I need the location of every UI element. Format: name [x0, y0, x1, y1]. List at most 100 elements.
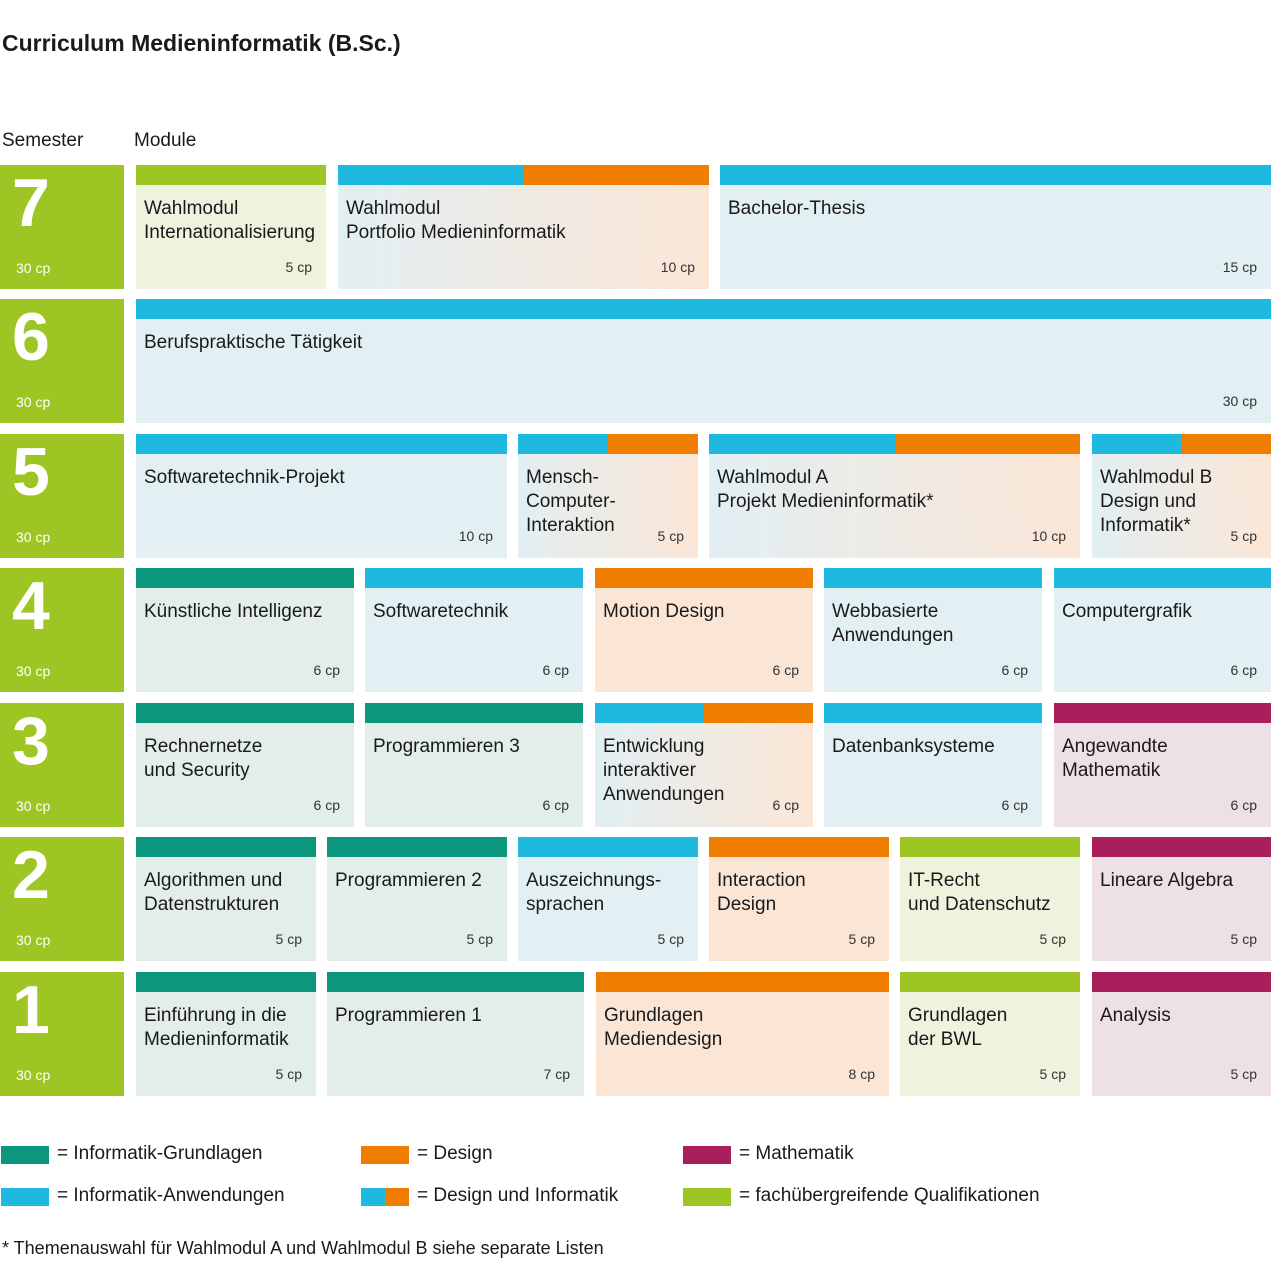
legend-swatch: [1, 1188, 49, 1206]
module-credits: 15 cp: [1222, 259, 1257, 275]
module-card: Mensch- Computer- Interaktion 5 cp: [518, 434, 698, 558]
module-card: Grundlagen Mediendesign 8 cp: [596, 972, 889, 1096]
module-credits: 6 cp: [1001, 662, 1028, 678]
module-name: Rechnernetze und Security: [144, 736, 263, 781]
module-credits: 6 cp: [772, 797, 799, 813]
module-card: Wahlmodul B Design und Informatik* 5 cp: [1092, 434, 1271, 558]
category-bar: [709, 434, 1080, 454]
category-bar: [1092, 837, 1271, 857]
module-card: Rechnernetze und Security 6 cp: [136, 703, 354, 827]
category-bar: [518, 837, 698, 857]
module-credits: 5 cp: [1039, 931, 1066, 947]
category-bar: [1092, 972, 1271, 992]
module-name: Motion Design: [603, 601, 725, 622]
category-bar: [136, 703, 354, 723]
semester-number: 1: [12, 972, 50, 1048]
category-bar: [136, 434, 507, 454]
module-name: Wahlmodul Portfolio Medieninformatik: [346, 198, 566, 243]
module-name: Programmieren 1: [335, 1005, 482, 1026]
legend-swatch: [361, 1188, 409, 1206]
module-credits: 10 cp: [1031, 528, 1066, 544]
legend-swatch: [1, 1146, 49, 1164]
module-credits: 5 cp: [466, 931, 493, 947]
module-credits: 6 cp: [542, 662, 569, 678]
module-name: IT-Recht und Datenschutz: [908, 870, 1051, 915]
module-credits: 8 cp: [848, 1066, 875, 1082]
footnote: * Themenauswahl für Wahlmodul A und Wahl…: [2, 1238, 604, 1258]
category-bar: [595, 703, 813, 723]
module-credits: 5 cp: [1230, 528, 1257, 544]
module-credits: 6 cp: [1230, 797, 1257, 813]
module-name: Webbasierte Anwendungen: [832, 601, 954, 646]
module-credits: 5 cp: [275, 931, 302, 947]
module-card: Bachelor-Thesis 15 cp: [720, 165, 1271, 289]
module-card: Softwaretechnik 6 cp: [365, 568, 583, 692]
module-card: Programmieren 1 7 cp: [327, 972, 584, 1096]
module-credits: 10 cp: [458, 528, 493, 544]
legend-label: = Informatik-Anwendungen: [57, 1185, 285, 1206]
module-credits: 6 cp: [1230, 662, 1257, 678]
module-card: Datenbanksysteme 6 cp: [824, 703, 1042, 827]
module-credits: 5 cp: [657, 931, 684, 947]
legend-swatch: [683, 1188, 731, 1206]
legend-label: = Design: [417, 1143, 493, 1164]
module-card: Softwaretechnik-Projekt 10 cp: [136, 434, 507, 558]
category-bar: [327, 837, 507, 857]
module-credits: 5 cp: [1230, 1066, 1257, 1082]
module-card: Wahlmodul Internationalisierung 5 cp: [136, 165, 326, 289]
module-credits: 6 cp: [1001, 797, 1028, 813]
semester-credits: 30 cp: [16, 394, 51, 410]
category-bar: [136, 568, 354, 588]
semester-number: 2: [12, 837, 50, 913]
module-name: Lineare Algebra: [1100, 870, 1234, 891]
category-bar: [518, 434, 698, 454]
semester-credits: 30 cp: [16, 1067, 51, 1083]
module-name: Softwaretechnik: [373, 601, 509, 622]
module-card: Computergrafik 6 cp: [1054, 568, 1271, 692]
category-bar: [709, 837, 889, 857]
category-bar: [365, 703, 583, 723]
module-card: Wahlmodul A Projekt Medieninformatik* 10 …: [709, 434, 1080, 558]
module-name: Auszeichnungs- sprachen: [526, 870, 662, 915]
module-card: Berufspraktische Tätigkeit 30 cp: [136, 299, 1271, 423]
module-credits: 6 cp: [313, 662, 340, 678]
semester-2-block: 2 30 cp: [0, 837, 124, 961]
module-card: Algorithmen und Datenstrukturen 5 cp: [136, 837, 316, 961]
legend-label: = Mathematik: [739, 1143, 854, 1164]
module-credits: 5 cp: [848, 931, 875, 947]
semester-credits: 30 cp: [16, 798, 51, 814]
module-name: Wahlmodul B Design und Informatik*: [1100, 467, 1213, 536]
semester-number: 7: [12, 165, 50, 241]
module-credits: 6 cp: [313, 797, 340, 813]
module-card: Lineare Algebra 5 cp: [1092, 837, 1271, 961]
category-bar: [900, 972, 1080, 992]
module-name: Bachelor-Thesis: [728, 198, 866, 219]
category-bar: [136, 299, 1271, 319]
module-card: Motion Design 6 cp: [595, 568, 813, 692]
module-card: Wahlmodul Portfolio Medieninformatik 10 c…: [338, 165, 709, 289]
module-credits: 6 cp: [542, 797, 569, 813]
category-bar: [136, 972, 316, 992]
category-bar: [327, 972, 584, 992]
module-name: Grundlagen der BWL: [908, 1005, 1008, 1050]
module-name: Datenbanksysteme: [832, 736, 995, 757]
module-credits: 10 cp: [660, 259, 695, 275]
category-bar: [365, 568, 583, 588]
module-name: Computergrafik: [1062, 601, 1192, 622]
semester-7-block: 7 30 cp: [0, 165, 124, 289]
legend-label: = fachübergreifende Qualifikationen: [739, 1185, 1040, 1206]
module-credits: 5 cp: [275, 1066, 302, 1082]
module-name: Programmieren 3: [373, 736, 520, 757]
module-name: Wahlmodul Internationalisierung: [144, 198, 316, 243]
legend-swatch: [683, 1146, 731, 1164]
semester-number: 5: [12, 434, 50, 510]
module-name: Mensch- Computer- Interaktion: [526, 467, 616, 536]
category-bar: [136, 165, 326, 185]
module-name: Analysis: [1100, 1005, 1171, 1026]
category-bar: [720, 165, 1271, 185]
semester-3-block: 3 30 cp: [0, 703, 124, 827]
module-card: Webbasierte Anwendungen 6 cp: [824, 568, 1042, 692]
module-name: Entwicklung interaktiver Anwendungen: [603, 736, 725, 805]
category-bar: [596, 972, 889, 992]
module-name: Wahlmodul A Projekt Medieninformatik*: [717, 467, 934, 512]
